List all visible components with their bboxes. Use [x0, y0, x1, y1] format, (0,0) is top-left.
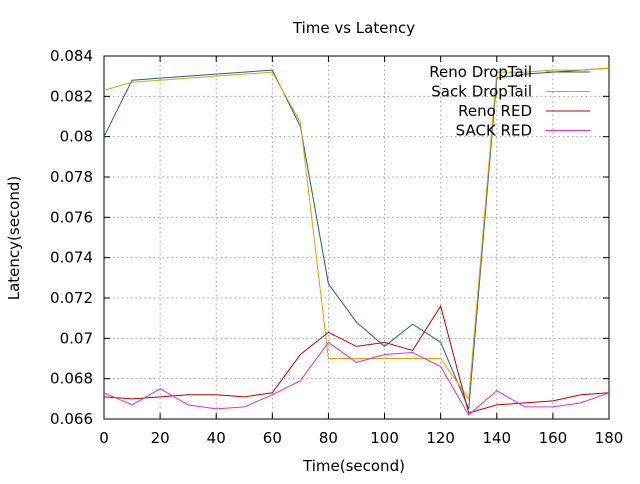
x-axis-label: Time(second): [302, 457, 405, 475]
series-line-reno-droptail: [103, 67, 610, 410]
x-tick-label: 40: [207, 429, 226, 447]
x-tick-label: 120: [426, 429, 455, 447]
x-tick-label: 160: [539, 429, 568, 447]
axis-layer: 0 20 40 60 80 100 120 140 160 180 0.066 0.068 0.07 0.…: [50, 47, 623, 447]
x-tick-label: 180: [595, 429, 624, 447]
legend-label: Reno RED: [458, 102, 532, 120]
x-tick-label: 100: [370, 429, 399, 447]
chart-title: Time vs Latency: [292, 19, 415, 37]
x-tick-label: 20: [151, 429, 170, 447]
x-tick-label: 140: [482, 429, 511, 447]
legend-label: Sack DropTail: [431, 83, 532, 101]
y-tick-label: 0.078: [50, 168, 93, 186]
legend-label: SACK RED: [456, 122, 532, 140]
grid-layer: [104, 56, 609, 419]
y-tick-label: 0.072: [50, 289, 93, 307]
y-tick-label: 0.07: [60, 329, 93, 347]
plot-frame: [103, 55, 610, 420]
series-layer: [103, 67, 610, 416]
y-tick-label: 0.082: [50, 87, 93, 105]
x-tick-label: 60: [263, 429, 282, 447]
y-tick-label: 0.084: [50, 47, 93, 65]
x-tick-label: 0: [99, 429, 109, 447]
y-tick-label: 0.066: [50, 410, 93, 428]
y-tick-label: 0.074: [50, 249, 93, 267]
y-axis-label: Latency(second): [5, 176, 23, 301]
series-line-sack-droptail: [103, 67, 610, 401]
series-line-sack-red: [103, 341, 610, 416]
legend-label: Reno DropTail: [429, 63, 532, 81]
y-tick-label: 0.068: [50, 370, 93, 388]
x-tick-label: 80: [319, 429, 338, 447]
y-tick-label: 0.08: [60, 128, 93, 146]
y-tick-label: 0.076: [50, 208, 93, 226]
series-line-reno-red: [103, 304, 610, 414]
